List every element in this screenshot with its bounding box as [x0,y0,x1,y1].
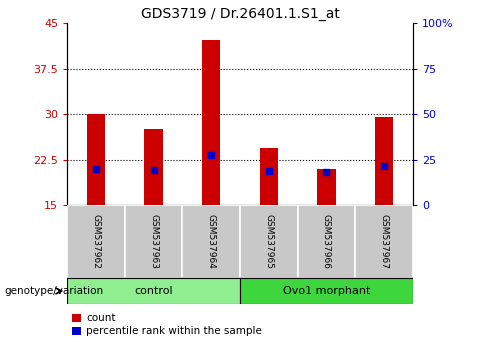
Text: GSM537963: GSM537963 [149,214,158,269]
Bar [260,148,278,205]
Bar [67,278,240,304]
Bar [317,169,336,205]
Text: GSM537964: GSM537964 [207,214,216,269]
Bar [298,205,355,278]
Text: GSM537967: GSM537967 [380,214,388,269]
Bar [87,114,105,205]
Text: Ovo1 morphant: Ovo1 morphant [283,286,370,296]
Bar [375,116,393,205]
Bar [240,278,413,304]
Bar [240,205,298,278]
Bar [182,205,240,278]
Bar [144,129,163,205]
Text: GSM537962: GSM537962 [92,214,100,269]
Text: GSM537966: GSM537966 [322,214,331,269]
Text: genotype/variation: genotype/variation [5,286,104,296]
Bar [355,205,413,278]
Bar [125,205,182,278]
Title: GDS3719 / Dr.26401.1.S1_at: GDS3719 / Dr.26401.1.S1_at [141,7,339,21]
Bar [67,205,125,278]
Bar [202,40,220,205]
Text: GSM537965: GSM537965 [264,214,273,269]
Legend: count, percentile rank within the sample: count, percentile rank within the sample [72,313,262,336]
Text: control: control [134,286,173,296]
